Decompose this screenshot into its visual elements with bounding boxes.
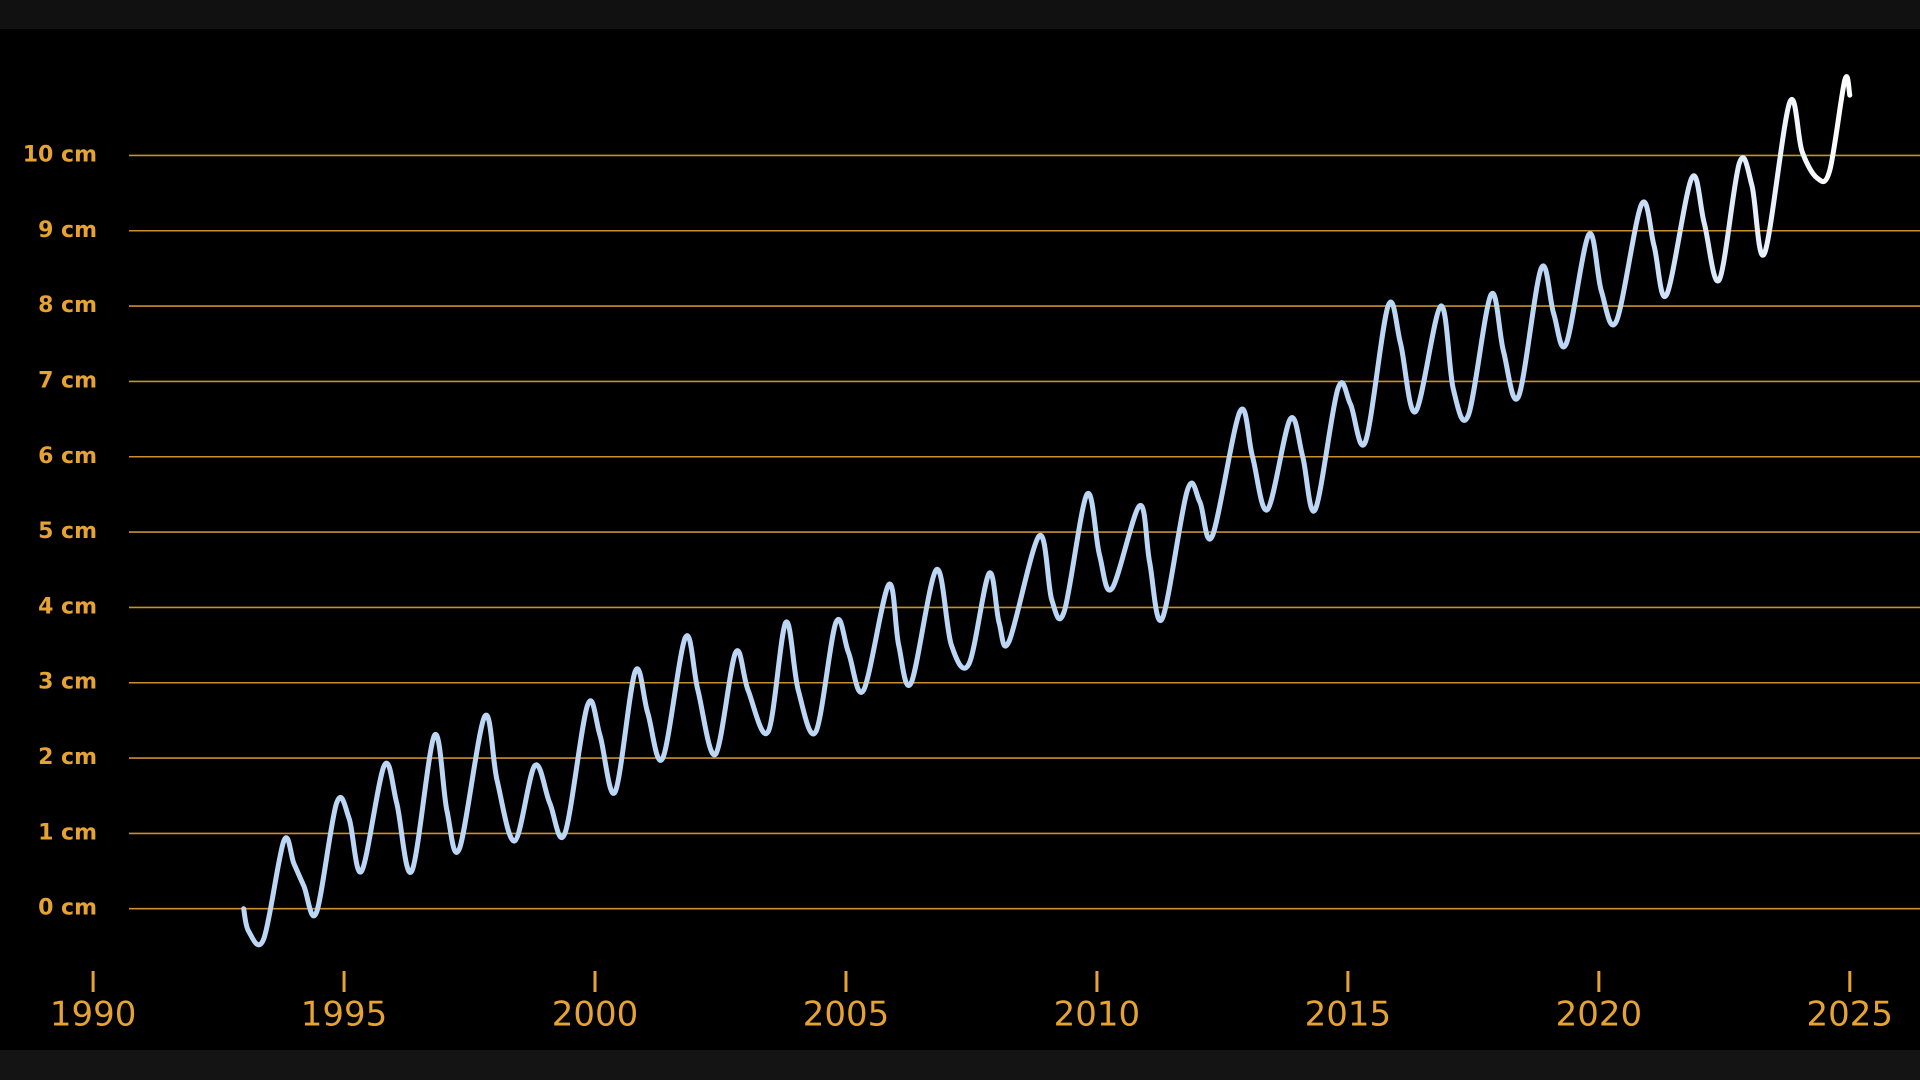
y-tick-label: 10 cm (23, 142, 97, 167)
x-tick-label: 2015 (1305, 995, 1392, 1035)
y-tick-label: 7 cm (38, 368, 97, 393)
x-tick-label: 2020 (1556, 995, 1643, 1035)
y-tick-label: 8 cm (38, 293, 97, 318)
y-tick-label: 1 cm (38, 820, 97, 845)
x-tick-label: 1995 (301, 995, 388, 1035)
y-tick-label: 2 cm (38, 745, 97, 770)
y-tick-label: 6 cm (38, 444, 97, 469)
y-tick-label: 0 cm (38, 896, 97, 921)
y-tick-label: 5 cm (38, 519, 97, 544)
bottom-bar (0, 1050, 1920, 1080)
data-line (241, 74, 1853, 948)
top-bar (0, 0, 1920, 29)
x-tick-label: 2025 (1807, 995, 1894, 1035)
x-tick-label: 2000 (552, 995, 639, 1035)
y-tick-label: 4 cm (38, 594, 97, 619)
y-tick-label: 3 cm (38, 670, 97, 695)
x-tick-label: 2005 (803, 995, 890, 1035)
y-tick-label: 9 cm (38, 218, 97, 243)
x-tick-label: 2010 (1054, 995, 1141, 1035)
x-tick-label: 1990 (50, 995, 137, 1035)
